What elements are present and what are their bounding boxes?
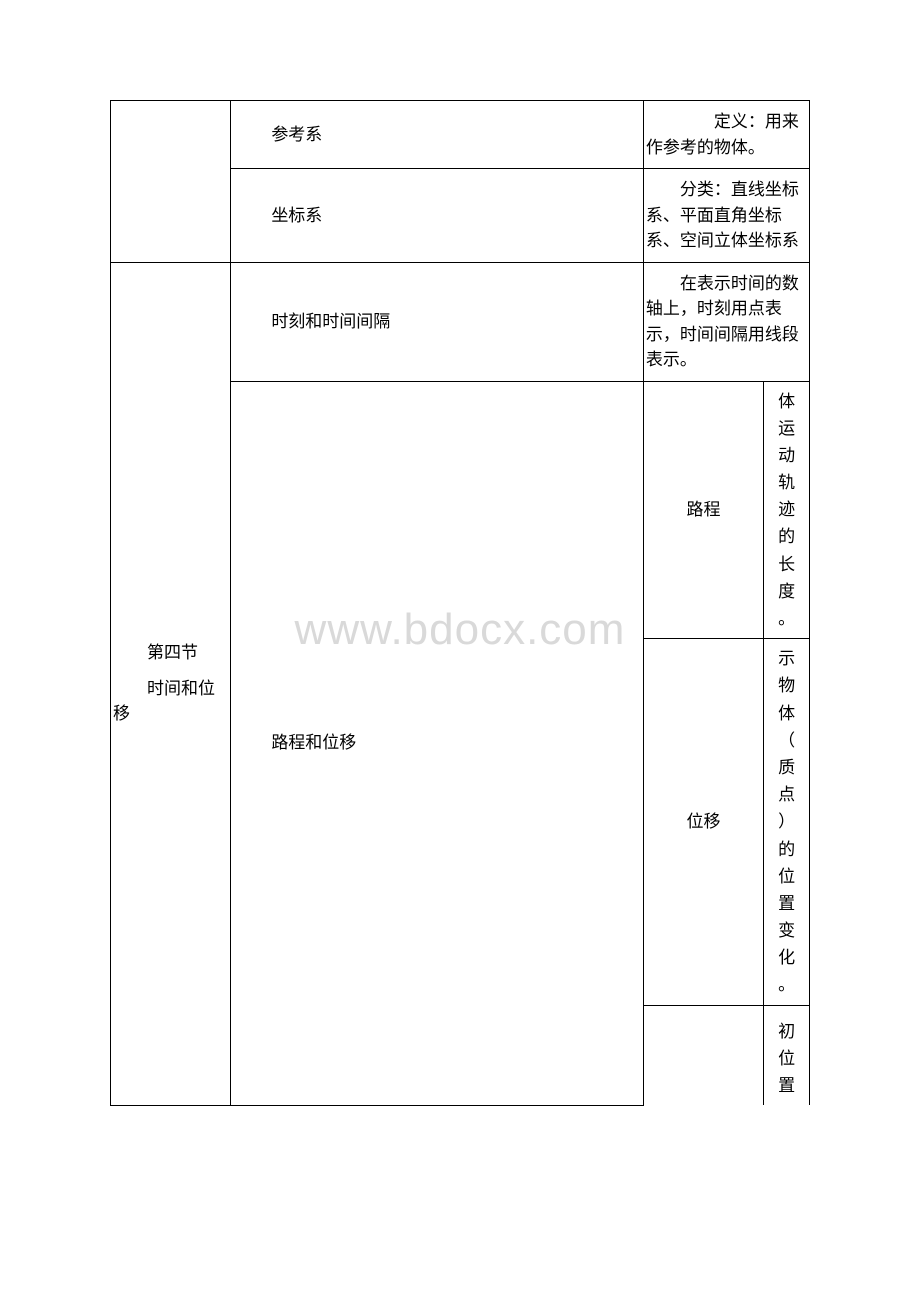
concept-cell: 坐标系 <box>231 169 644 263</box>
empty-section-cell <box>111 101 231 263</box>
vchar: 置 <box>766 1072 807 1099</box>
vchar: （ <box>766 727 807 754</box>
sub-desc-cell: 示 物 体 （ 质 点 ） 的 位 置 变 化 。 <box>764 639 810 1005</box>
vchar: 度 <box>766 578 807 605</box>
definition-cell: 定义：用来作参考的物体。 <box>643 101 809 169</box>
vchar: 迹 <box>766 496 807 523</box>
section-line1: 第四节 <box>113 640 228 666</box>
vchar: 点 <box>766 781 807 808</box>
vchar: 位 <box>766 863 807 890</box>
vchar: 轨 <box>766 469 807 496</box>
physics-outline-table: 参考系 定义：用来作参考的物体。 坐标系 分类：直线坐标系、平面直角坐标系、空间… <box>110 100 810 1106</box>
table-row: 参考系 定义：用来作参考的物体。 <box>111 101 810 169</box>
vchar: 化 <box>766 944 807 971</box>
sub-label-cell <box>643 1005 763 1105</box>
vchar: 质 <box>766 754 807 781</box>
vchar: 的 <box>766 523 807 550</box>
sub-label-cell: 位移 <box>643 639 763 1005</box>
vchar: 体 <box>766 700 807 727</box>
vchar: 变 <box>766 917 807 944</box>
section-title-cell: 第四节 时间和位移 <box>111 262 231 1105</box>
vchar: 动 <box>766 442 807 469</box>
vchar: 位 <box>766 1045 807 1072</box>
vchar: 。 <box>766 605 807 632</box>
concept-cell: 时刻和时间间隔 <box>231 262 644 381</box>
vchar: 长 <box>766 551 807 578</box>
vchar: ） <box>766 808 807 835</box>
concept-cell: 参考系 <box>231 101 644 169</box>
sub-desc-cell: 体 运 动 轨 迹 的 长 度 。 <box>764 381 810 639</box>
definition-cell: 在表示时间的数轴上，时刻用点表示，时间间隔用线段表示。 <box>643 262 809 381</box>
vchar: 示 <box>766 645 807 672</box>
table-row: 第四节 时间和位移 时刻和时间间隔 在表示时间的数轴上，时刻用点表示，时间间隔用… <box>111 262 810 381</box>
page-container: 参考系 定义：用来作参考的物体。 坐标系 分类：直线坐标系、平面直角坐标系、空间… <box>0 0 920 1106</box>
definition-cell: 分类：直线坐标系、平面直角坐标系、空间立体坐标系 <box>643 169 809 263</box>
vchar: 置 <box>766 890 807 917</box>
vchar: 运 <box>766 415 807 442</box>
vchar: 的 <box>766 836 807 863</box>
sub-desc-cell: 初 位 置 <box>764 1005 810 1105</box>
vchar: 物 <box>766 672 807 699</box>
vchar: 体 <box>766 388 807 415</box>
concept-cell: 路程和位移 <box>231 381 644 1105</box>
section-line2: 时间和位移 <box>113 676 228 727</box>
sub-label-cell: 路程 <box>643 381 763 639</box>
vchar: 。 <box>766 971 807 998</box>
vchar: 初 <box>766 1018 807 1045</box>
